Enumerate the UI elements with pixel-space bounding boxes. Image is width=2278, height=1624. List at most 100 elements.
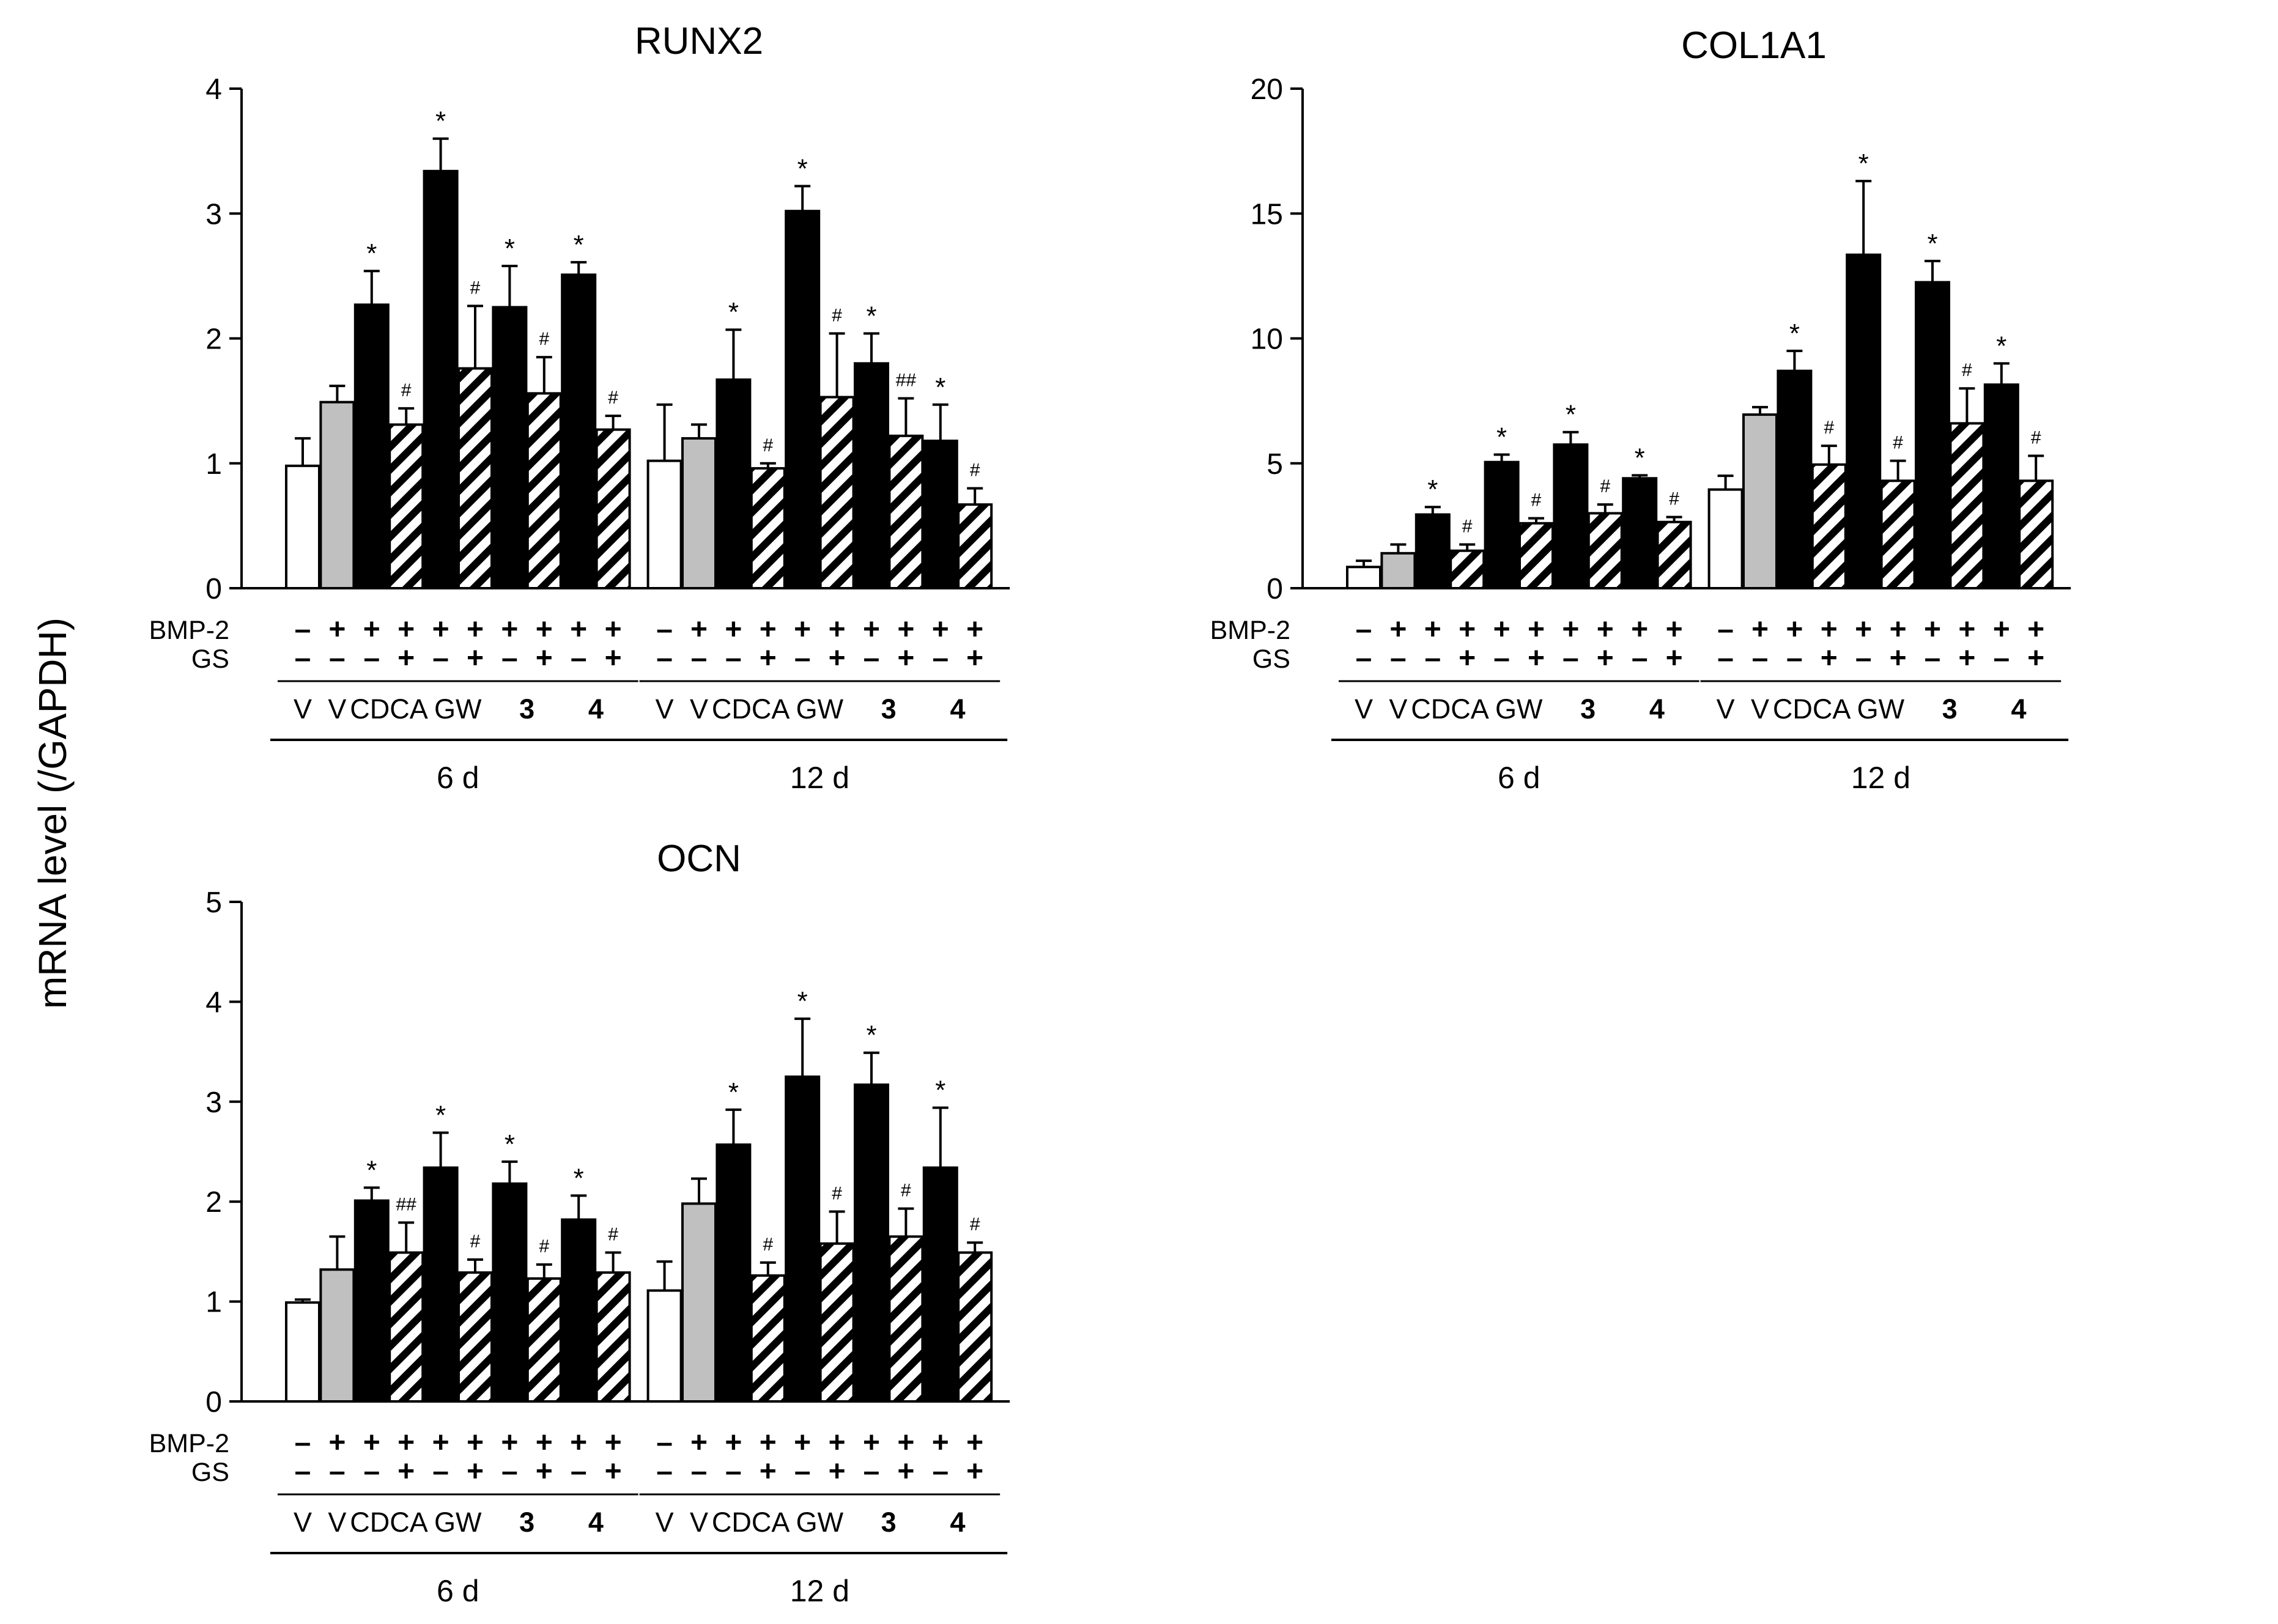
bmp2-sign: +: [725, 1427, 742, 1459]
significance-hash: #: [970, 460, 980, 481]
bar: [1346, 566, 1381, 590]
gs-sign: –: [295, 1455, 311, 1488]
bar: [319, 1268, 355, 1403]
row-label-gs: GS: [191, 644, 229, 674]
significance-hash: #: [2031, 427, 2041, 448]
agent-label: 4: [950, 693, 965, 725]
gs-sign: +: [536, 1455, 553, 1488]
bar: [750, 1274, 786, 1403]
bar: [681, 1202, 717, 1403]
significance-star: *: [935, 1076, 945, 1105]
agent-label: 4: [2011, 693, 2026, 725]
bar: [1449, 549, 1485, 589]
bmp2-sign: +: [1855, 613, 1872, 646]
gs-sign: –: [932, 1455, 949, 1488]
y-tick-label: 0: [205, 1386, 222, 1419]
gs-sign: +: [2027, 642, 2044, 674]
bar: [1983, 383, 2019, 589]
bar: [819, 1242, 855, 1403]
y-tick-label: 0: [1267, 573, 1283, 605]
gs-sign: –: [863, 1455, 880, 1488]
bar: [957, 503, 993, 590]
bar: [526, 392, 562, 589]
gs-sign: +: [829, 1455, 846, 1488]
bar: [526, 1277, 562, 1403]
gs-sign: –: [932, 642, 949, 674]
gs-sign: –: [1424, 642, 1441, 674]
bmp2-sign: +: [398, 613, 415, 646]
bar: [716, 1143, 752, 1403]
bar: [854, 362, 889, 589]
gs-sign: –: [725, 1455, 742, 1488]
bmp2-sign: +: [1924, 613, 1941, 646]
bar: [457, 367, 493, 590]
bar: [681, 437, 717, 590]
gs-sign: +: [536, 642, 553, 674]
row-label-bmp2: BMP-2: [149, 1429, 229, 1458]
bmp2-sign: +: [1666, 613, 1683, 646]
agent-label: V: [328, 693, 346, 725]
y-tick-label: 5: [1267, 448, 1283, 481]
bmp2-sign: +: [1528, 613, 1545, 646]
bar: [595, 428, 631, 589]
bar: [1846, 253, 1882, 589]
bmp2-sign: +: [829, 1427, 846, 1459]
bar: [1518, 522, 1554, 589]
gs-sign: +: [1958, 642, 1975, 674]
bar: [388, 1251, 424, 1403]
gs-sign: +: [760, 1455, 777, 1488]
agent-label: CDCA: [1411, 693, 1489, 725]
gs-sign: +: [1821, 642, 1838, 674]
bmp2-sign: +: [1890, 613, 1907, 646]
gs-sign: +: [760, 642, 777, 674]
significance-hash: #: [470, 1231, 481, 1252]
bmp2-sign: +: [897, 1427, 914, 1459]
bmp2-sign: +: [363, 613, 380, 646]
bmp2-sign: +: [570, 1427, 587, 1459]
y-tick-label: 2: [205, 1186, 222, 1219]
day-label: 12 d: [790, 761, 849, 795]
bar: [1656, 520, 1692, 589]
bmp2-sign: +: [725, 613, 742, 646]
bar: [561, 273, 597, 589]
bmp2-sign: +: [1597, 613, 1614, 646]
significance-hash: #: [832, 1184, 842, 1204]
gs-sign: –: [1717, 642, 1734, 674]
bar: [1587, 512, 1623, 590]
bar: [353, 1199, 390, 1403]
significance-hash: #: [1962, 360, 1972, 380]
gs-sign: +: [1890, 642, 1907, 674]
bar: [1380, 552, 1416, 589]
bmp2-sign: +: [690, 1427, 708, 1459]
gs-sign: –: [1632, 642, 1648, 674]
significance-star: *: [366, 1155, 377, 1185]
row-label-bmp2: BMP-2: [1210, 616, 1290, 645]
bmp2-sign: +: [897, 613, 914, 646]
significance-hash: #: [1462, 517, 1473, 537]
gs-sign: –: [432, 1455, 449, 1488]
significance-hash: #: [1600, 476, 1610, 496]
bar: [785, 1075, 821, 1403]
gs-sign: –: [794, 642, 811, 674]
gs-sign: –: [501, 642, 518, 674]
bar: [1742, 413, 1778, 590]
chart-panel-ocn: OCN012345BMP-2GS*##*#*#*#––+–+–+++–+++–+…: [149, 838, 1010, 1608]
bmp2-sign: +: [1631, 613, 1648, 646]
gs-sign: –: [794, 1455, 811, 1488]
bmp2-sign: –: [295, 613, 311, 646]
bmp2-sign: +: [605, 613, 622, 646]
day-label: 6 d: [437, 1574, 479, 1608]
bar: [922, 1166, 958, 1403]
y-tick-label: 1: [205, 448, 222, 481]
agent-label: V: [690, 693, 708, 725]
significance-hash: #: [608, 388, 618, 408]
significance-star: *: [1927, 229, 1937, 259]
gs-sign: +: [1666, 642, 1683, 674]
bar: [2018, 479, 2054, 589]
bmp2-sign: +: [1493, 613, 1511, 646]
gs-sign: –: [1993, 642, 2010, 674]
significance-hash: #: [539, 1236, 549, 1257]
significance-star: *: [866, 301, 876, 331]
agent-label: V: [328, 1507, 346, 1538]
gs-sign: +: [467, 1455, 484, 1488]
